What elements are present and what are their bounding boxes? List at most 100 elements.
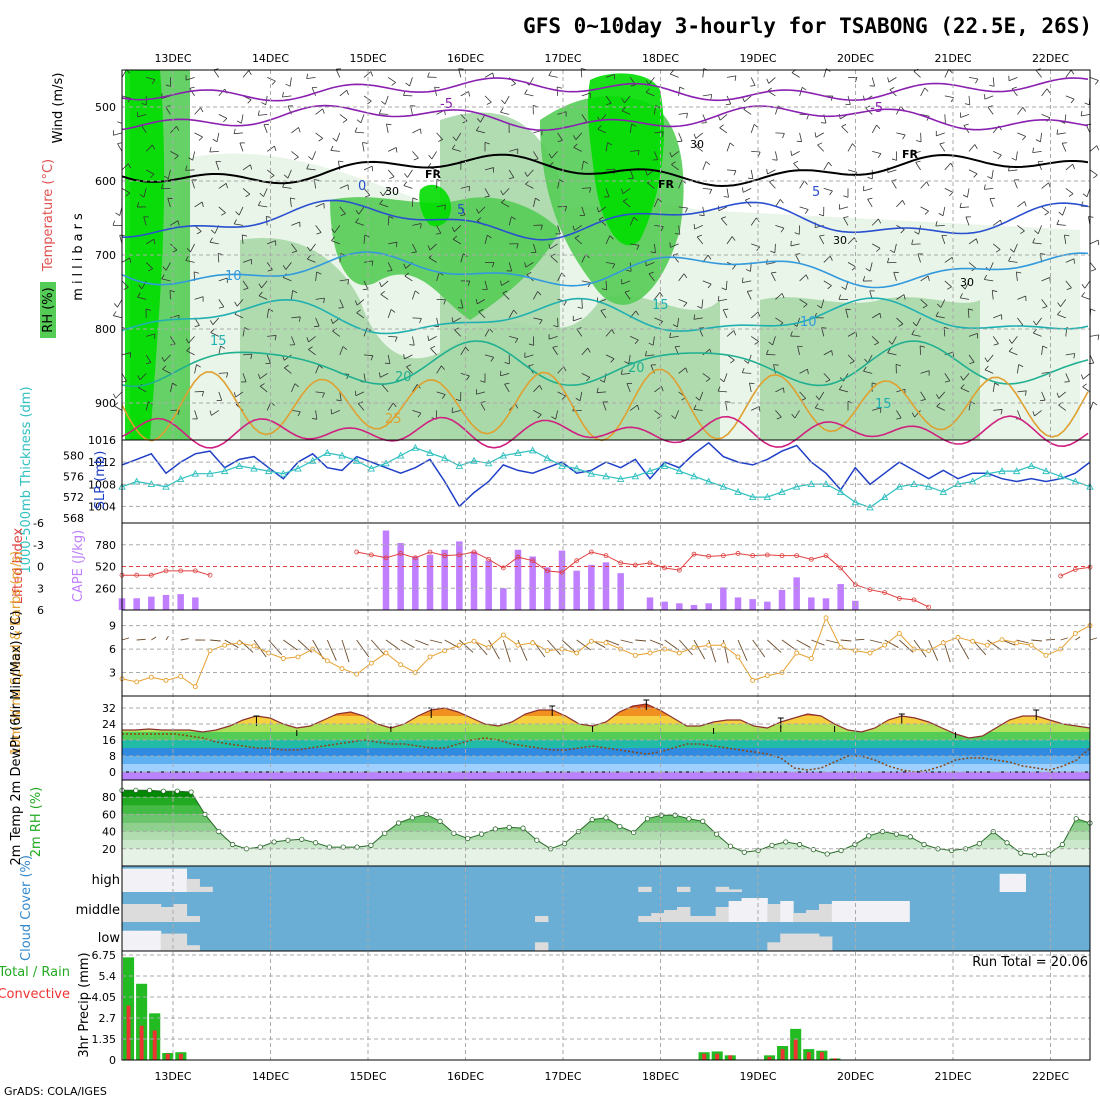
upper-wind-barb <box>605 262 615 265</box>
cape-bar <box>676 603 683 610</box>
upper-wind-barb-flag <box>354 127 358 133</box>
upper-wind-barb <box>454 225 462 232</box>
upper-wind-barb <box>888 77 897 83</box>
upper-wind-barb-flag <box>338 160 344 163</box>
wind-speed-point <box>735 654 741 660</box>
upper-wind-barb <box>384 95 389 105</box>
upper-wind-barb-flag <box>185 338 189 344</box>
upper-wind-barb-flag <box>285 83 291 87</box>
upper-wind-barb <box>311 151 316 160</box>
cape-bar <box>426 554 434 610</box>
upper-wind-barb-flag <box>564 206 567 212</box>
upper-wind-barb-flag <box>920 345 926 348</box>
upper-wind-barb-flag <box>924 87 929 92</box>
upper-wind-barb <box>1056 132 1066 135</box>
rh-band <box>122 831 1090 841</box>
upper-wind-barb-flag <box>306 337 309 343</box>
upper-wind-barb-flag <box>660 226 664 232</box>
cloud-cell-middle <box>818 904 833 922</box>
upper-wind-barb <box>718 206 728 212</box>
upper-wind-barb <box>992 77 995 87</box>
upper-wind-barb-flag <box>818 213 824 217</box>
upper-wind-barb-flag <box>685 367 688 373</box>
wind-barb <box>928 639 939 661</box>
upper-wind-barb <box>823 350 832 356</box>
upper-wind-barb-flag <box>766 78 770 84</box>
upper-wind-barb-flag <box>403 353 405 360</box>
date-label-bottom: 19DEC <box>739 1070 776 1083</box>
upper-wind-barb <box>1041 277 1051 282</box>
upper-wind-barb <box>678 273 685 282</box>
upper-wind-barb <box>484 354 494 358</box>
upper-wind-barb-flag <box>697 305 703 309</box>
upper-wind-barb-flag <box>427 335 430 341</box>
upper-wind-barb-flag <box>631 123 637 127</box>
wind-speed-point <box>838 645 844 650</box>
upper-wind-barb <box>387 169 395 177</box>
upper-wind-barb <box>872 243 881 249</box>
upper-wind-barb-flag <box>1064 234 1070 237</box>
cape-bar <box>529 556 536 610</box>
temp-contour-label: 20 <box>628 361 645 376</box>
upper-wind-barb <box>678 179 683 189</box>
temp-band-group <box>122 704 1090 780</box>
upper-wind-barb <box>167 169 171 179</box>
upper-wind-barb-flag <box>524 89 528 95</box>
upper-wind-barb <box>412 336 415 346</box>
upper-wind-barb <box>412 290 416 300</box>
upper-wind-barb <box>263 124 268 134</box>
upper-wind-barb-flag <box>1095 80 1099 85</box>
upper-wind-barb <box>555 410 558 420</box>
upper-wind-barb-flag <box>403 263 407 269</box>
upper-wind-barb <box>621 280 631 285</box>
upper-wind-barb <box>581 92 591 97</box>
chart-title: GFS 0~10day 3-hourly for TSABONG (22.5E,… <box>523 14 1092 38</box>
upper-wind-barb-flag <box>528 343 534 346</box>
wind-barb <box>385 639 401 651</box>
cloud-cell-middle <box>715 907 730 922</box>
upper-wind-barb <box>480 402 486 411</box>
upper-wind-barb-flag <box>430 345 436 349</box>
wind-speed-point <box>339 666 345 672</box>
precip-tick: 5.4 <box>99 970 117 983</box>
rh-point <box>603 815 609 821</box>
wind-speed-point <box>530 640 536 646</box>
date-label-top: 14DEC <box>252 52 289 65</box>
upper-wind-barb-flag <box>291 250 297 254</box>
upper-wind-barb-flag <box>427 245 431 251</box>
upper-wind-barb-flag <box>754 341 759 345</box>
upper-wind-barb <box>330 150 340 152</box>
upper-wind-barb-flag <box>863 366 867 372</box>
upper-wind-barb <box>501 280 510 286</box>
upper-wind-barb-flag <box>492 262 495 268</box>
upper-wind-barb-flag <box>557 140 563 143</box>
upper-wind-barb-flag <box>796 140 802 143</box>
upper-wind-barb-flag <box>780 227 785 233</box>
precip-conv-bar <box>819 1052 824 1060</box>
upper-wind-barb-flag <box>212 138 218 143</box>
upper-wind-barb <box>454 329 462 337</box>
thickness-point <box>1012 467 1021 475</box>
upper-wind-barb-flag <box>451 144 456 150</box>
upper-wind-barb-flag <box>526 272 532 276</box>
upper-wind-barb-flag <box>501 198 506 203</box>
upper-wind-barb <box>259 385 268 393</box>
temp-tick: 32 <box>102 702 116 715</box>
thickness-point <box>616 474 625 482</box>
upper-wind-barb <box>962 373 970 381</box>
upper-wind-barb-flag <box>1090 268 1096 272</box>
temp-band <box>122 764 1090 772</box>
upper-wind-barb-flag <box>535 197 540 202</box>
upper-wind-barb <box>162 368 171 374</box>
upper-wind-barb-flag <box>790 150 793 156</box>
cape-bar <box>808 597 815 610</box>
cloud-cell-low <box>535 942 549 951</box>
date-label-top: 21DEC <box>934 52 971 65</box>
wind-speed-point <box>984 642 990 648</box>
upper-wind-barb <box>744 95 752 103</box>
temp-contour-5 <box>121 199 1089 241</box>
upper-wind-barb-flag <box>209 147 212 153</box>
wind-barb <box>649 639 664 646</box>
upper-wind-barb-flag <box>380 291 385 295</box>
upper-wind-barb-flag <box>959 202 962 208</box>
